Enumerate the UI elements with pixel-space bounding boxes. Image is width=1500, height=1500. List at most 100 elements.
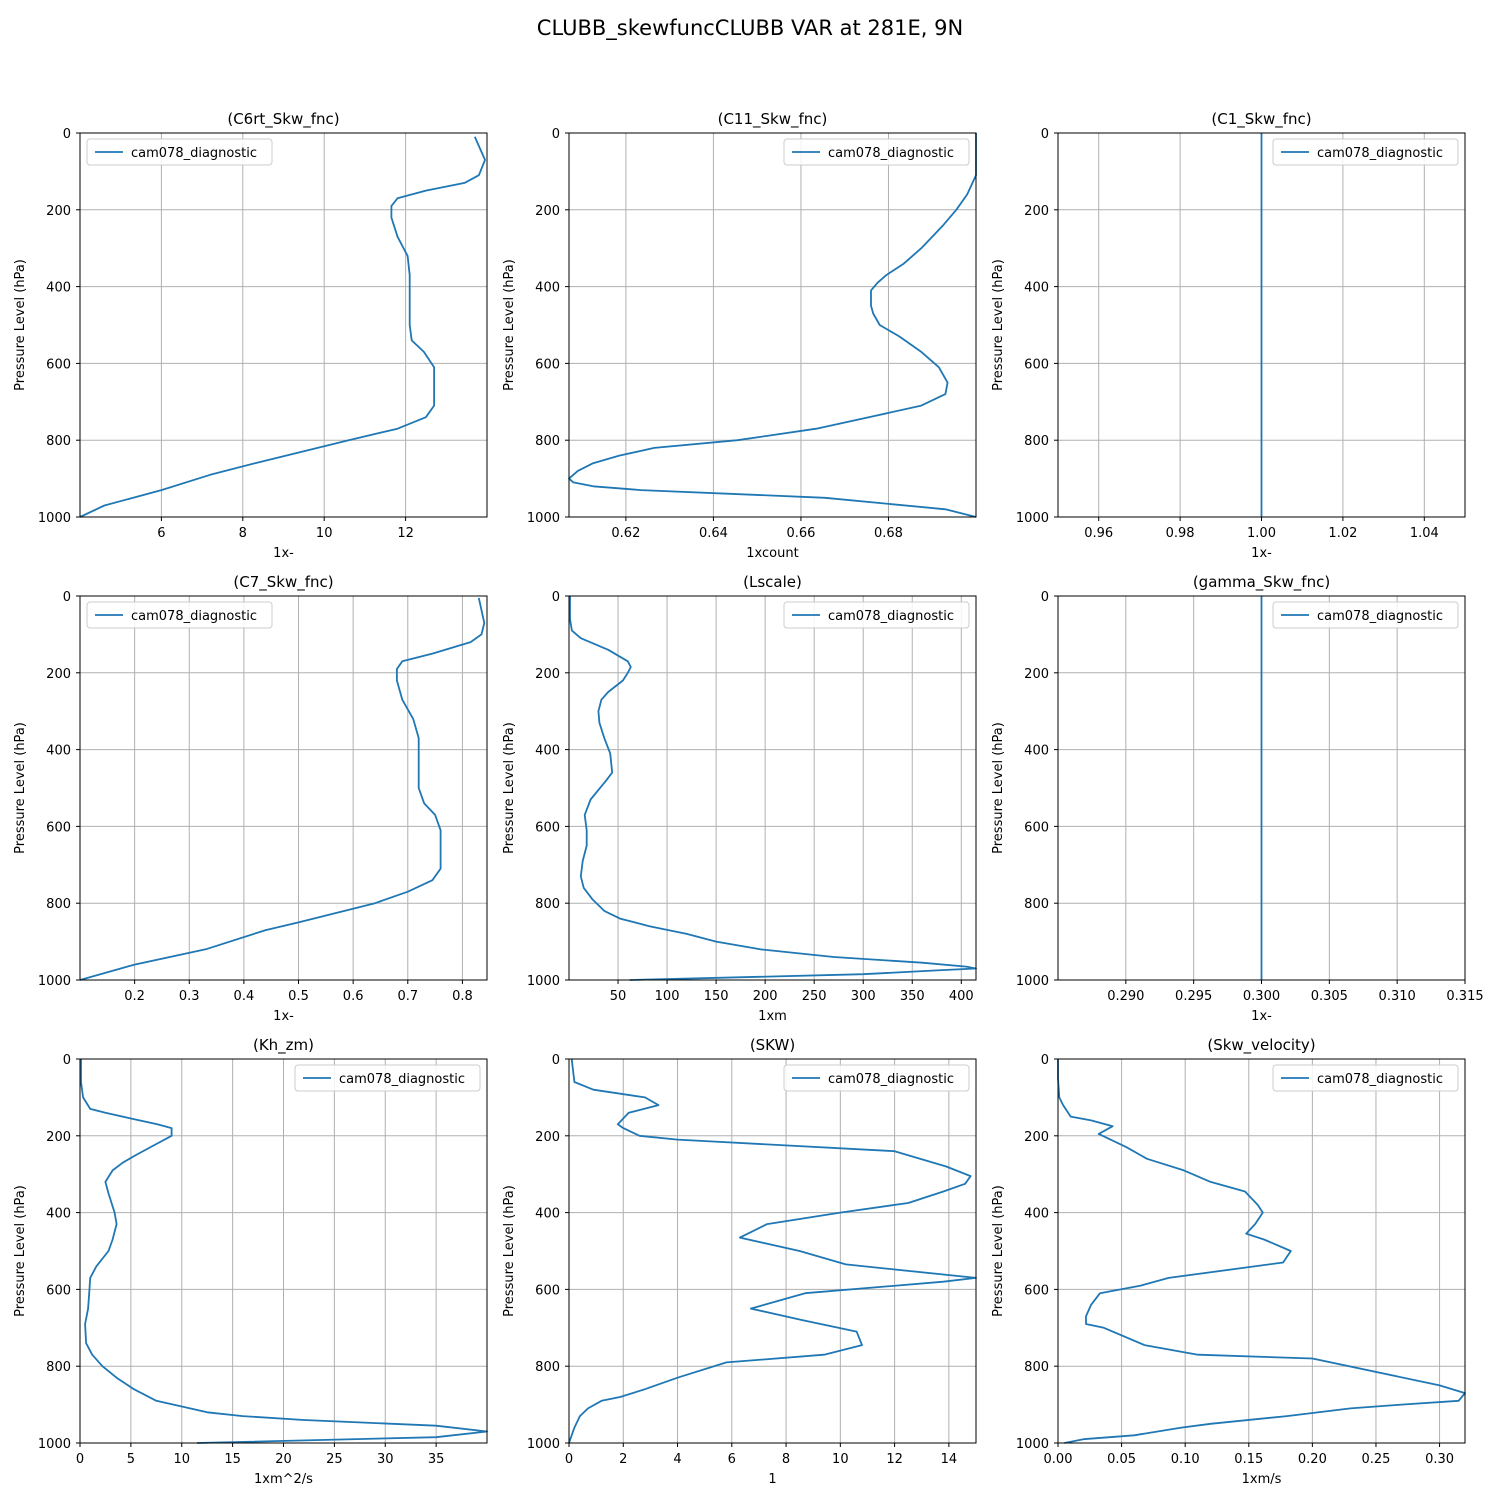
subplot-title: (C7_Skw_fnc) (233, 573, 333, 592)
axes-frame (79, 132, 488, 518)
x-tick-label: 8 (239, 526, 247, 541)
x-tick-label: 250 (802, 989, 827, 1004)
x-axis-label: 1xcount (746, 546, 798, 561)
y-tick-label: 400 (46, 744, 71, 759)
x-tick-label: 35 (428, 1452, 445, 1467)
y-axis-label: Pressure Level (hPa) (13, 259, 28, 391)
legend-box (1272, 601, 1459, 629)
y-tick-label: 800 (535, 897, 560, 912)
y-tick-label: 1000 (1016, 511, 1049, 526)
x-axis-label: 1x- (1251, 546, 1272, 561)
x-tick-label: 4 (673, 1452, 681, 1467)
legend-label: cam078_diagnostic (131, 609, 257, 624)
x-tick-label: 1.00 (1247, 526, 1276, 541)
x-tick-label: 14 (941, 1452, 958, 1467)
x-tick-label: 0.7 (397, 989, 418, 1004)
y-axis-label: Pressure Level (hPa) (991, 1185, 1006, 1317)
legend-box (294, 1064, 481, 1092)
y-tick-label: 800 (46, 434, 71, 449)
subplot-3: 0.96 0.98 1.00 1.02 1.04 0 200 400 600 800 1000 (C1… (991, 110, 1466, 561)
series-line (568, 133, 977, 518)
y-tick-label: 0 (552, 1053, 560, 1068)
series-line (79, 597, 486, 981)
y-tick-label: 200 (535, 1130, 560, 1145)
y-tick-label: 200 (46, 204, 71, 219)
series-line (1057, 1059, 1466, 1444)
legend-box (783, 601, 970, 629)
legend-box (783, 1064, 970, 1092)
x-tick-label: 200 (753, 989, 778, 1004)
y-tick-label: 400 (535, 1207, 560, 1222)
y-tick-label: 1000 (527, 1437, 560, 1452)
x-axis-label: 1xm (758, 1009, 787, 1024)
x-axis-label: 1x- (273, 1009, 294, 1024)
x-tick-label: 6 (157, 526, 165, 541)
y-tick-label: 800 (1024, 434, 1049, 449)
y-tick-label: 1000 (1016, 974, 1049, 989)
x-tick-label: 50 (610, 989, 627, 1004)
axes-frame (568, 595, 977, 981)
x-tick-label: 0.64 (699, 526, 728, 541)
y-tick-label: 1000 (527, 511, 560, 526)
y-tick-label: 600 (535, 1283, 560, 1298)
legend: cam078_diagnostic (1272, 1064, 1459, 1092)
x-tick-label: 0.30 (1425, 1452, 1454, 1467)
x-tick-label: 0.6 (343, 989, 364, 1004)
y-axis-label: Pressure Level (hPa) (502, 722, 517, 854)
y-tick-label: 800 (1024, 897, 1049, 912)
legend: cam078_diagnostic (783, 138, 970, 166)
axes-frame (1057, 1058, 1466, 1444)
legend-label: cam078_diagnostic (1317, 609, 1443, 624)
x-tick-label: 0.25 (1361, 1452, 1390, 1467)
legend: cam078_diagnostic (783, 601, 970, 629)
x-tick-label: 0.300 (1243, 989, 1280, 1004)
legend: cam078_diagnostic (1272, 601, 1459, 629)
x-tick-label: 0.4 (234, 989, 255, 1004)
y-tick-label: 400 (535, 281, 560, 296)
y-tick-label: 600 (1024, 357, 1049, 372)
x-tick-label: 0.2 (124, 989, 145, 1004)
x-tick-label: 15 (224, 1452, 241, 1467)
y-tick-label: 400 (1024, 1207, 1049, 1222)
subplot-6: 0.290 0.295 0.300 0.305 0.310 0.315 0 200 400 600… (991, 573, 1484, 1024)
legend-label: cam078_diagnostic (1317, 1072, 1443, 1087)
x-tick-label: 0.315 (1446, 989, 1483, 1004)
y-tick-label: 400 (535, 744, 560, 759)
x-tick-label: 1.02 (1328, 526, 1357, 541)
y-tick-label: 1000 (1016, 1437, 1049, 1452)
legend-box (783, 138, 970, 166)
axes-frame (79, 595, 488, 981)
y-tick-label: 200 (1024, 204, 1049, 219)
legend-label: cam078_diagnostic (828, 1072, 954, 1087)
y-tick-label: 800 (46, 897, 71, 912)
legend-label: cam078_diagnostic (131, 146, 257, 161)
series-line (79, 136, 486, 518)
legend-label: cam078_diagnostic (339, 1072, 465, 1087)
x-tick-label: 30 (377, 1452, 394, 1467)
series-line (80, 1059, 488, 1444)
x-tick-label: 0.20 (1298, 1452, 1327, 1467)
series-line (569, 596, 977, 981)
legend-label: cam078_diagnostic (828, 609, 954, 624)
subplot-8: 0 2 4 6 8 10 12 14 0 200 400 600 800 1000 (SKW) 1 Pressu… (502, 1036, 977, 1487)
y-tick-label: 600 (1024, 820, 1049, 835)
x-axis-label: 1xm^2/s (254, 1472, 313, 1487)
x-tick-label: 0 (76, 1452, 84, 1467)
y-tick-label: 0 (63, 590, 71, 605)
y-tick-label: 200 (535, 204, 560, 219)
x-tick-label: 1.04 (1410, 526, 1439, 541)
axes-frame (568, 1058, 977, 1444)
y-axis-label: Pressure Level (hPa) (991, 259, 1006, 391)
y-tick-label: 1000 (527, 974, 560, 989)
subplot-2: 0.62 0.64 0.66 0.68 0 200 400 600 800 1000 (C11_Sk… (502, 110, 977, 561)
y-tick-label: 200 (46, 667, 71, 682)
y-tick-label: 600 (46, 1283, 71, 1298)
y-tick-label: 0 (1041, 1053, 1049, 1068)
x-tick-label: 8 (782, 1452, 790, 1467)
y-tick-label: 600 (46, 820, 71, 835)
y-tick-label: 600 (535, 357, 560, 372)
y-tick-label: 200 (535, 667, 560, 682)
y-tick-label: 800 (1024, 1360, 1049, 1375)
x-tick-label: 10 (173, 1452, 190, 1467)
x-tick-label: 0.62 (611, 526, 640, 541)
